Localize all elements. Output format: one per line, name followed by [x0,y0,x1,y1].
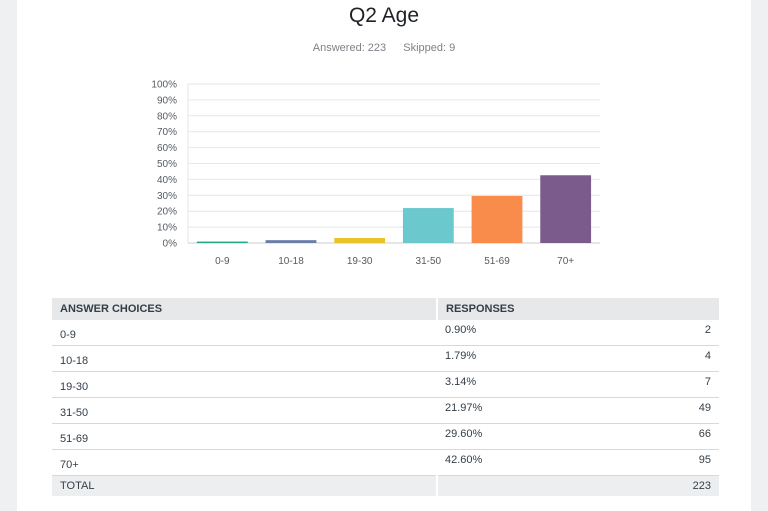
answer-choices-header: ANSWER CHOICES [52,298,437,320]
answer-choice: 51-69 [52,423,437,450]
response-percent: 21.97% [437,397,622,424]
question-title: Q2 Age [348,4,420,27]
bar [540,175,592,243]
response-percent: 3.14% [437,371,622,398]
y-tick-label: 70% [157,127,177,138]
bar [196,241,248,244]
y-tick-label: 80% [157,111,177,122]
y-tick-label: 20% [157,207,177,218]
answered-count: Answered: 223 [312,42,387,54]
x-tick-label: 70+ [557,256,574,267]
responses-header: RESPONSES [436,298,719,320]
x-tick-label: 19-30 [347,256,373,267]
y-tick-label: 40% [157,175,177,186]
y-tick-label: 10% [157,223,177,234]
bar [471,195,523,243]
total-row: TOTAL 223 [52,475,719,496]
answer-choice: 10-18 [52,345,437,372]
response-count: 95 [621,449,719,476]
table-row: 0-9 0.90% 2 [52,320,719,346]
y-tick-label: 60% [157,143,177,154]
table-header-row: ANSWER CHOICES RESPONSES [52,298,719,320]
y-tick-label: 50% [157,159,177,170]
skipped-count: Skipped: 9 [403,42,456,54]
response-count: 7 [621,371,719,398]
table-row: 19-30 3.14% 7 [52,371,719,398]
response-count: 66 [621,423,719,450]
bar [402,208,454,243]
response-percent: 0.90% [437,320,622,346]
answer-choice: 31-50 [52,397,437,424]
response-percent: 29.60% [437,423,622,450]
total-label: TOTAL [52,475,437,496]
table-row: 10-18 1.79% 4 [52,345,719,372]
table-row: 31-50 21.97% 49 [52,397,719,424]
question-card: Q2 Age Answered: 223 Skipped: 9 0% 10% 20%… [17,0,751,511]
responses-table: ANSWER CHOICES RESPONSES 0-9 0.90% 2 10-… [52,298,719,496]
answer-choice: 19-30 [52,371,437,398]
x-tick-label: 0-9 [215,256,230,267]
table-row: 70+ 42.60% 95 [52,449,719,476]
response-stats: Answered: 223 Skipped: 9 [17,42,751,54]
response-count: 49 [621,397,719,424]
response-percent: 1.79% [437,345,622,372]
response-percent: 42.60% [437,449,622,476]
y-tick-label: 30% [157,191,177,202]
x-tick-label: 10-18 [278,256,304,267]
bar [265,240,317,243]
answer-choice: 0-9 [52,320,437,346]
total-count: 223 [436,475,719,496]
response-count: 2 [621,320,719,346]
x-tick-label: 31-50 [416,256,442,267]
table-row: 51-69 29.60% 66 [52,423,719,450]
bar [334,238,386,243]
age-bar-chart: 0% 10% 20% 30% 40% 50% 60% 70% 80% 90% 100% 0-9 10-1… [151,80,600,267]
y-tick-label: 0% [163,239,178,250]
y-tick-label: 100% [151,80,177,91]
y-tick-label: 90% [157,95,177,106]
response-count: 4 [621,345,719,372]
answer-choice: 70+ [52,449,437,476]
x-tick-label: 51-69 [484,256,510,267]
